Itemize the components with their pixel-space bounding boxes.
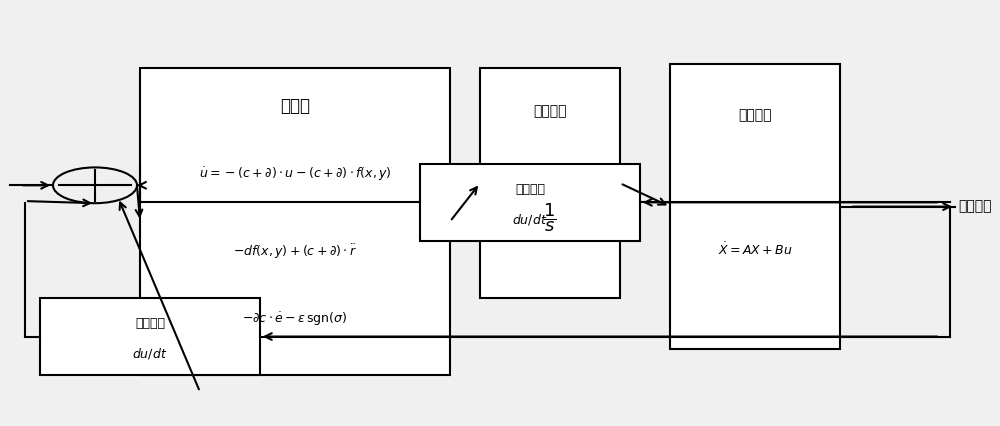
- Text: 求导环节: 求导环节: [135, 317, 165, 330]
- Text: 控制器: 控制器: [280, 98, 310, 115]
- Text: $-df(x,y)+(c+\partial)\cdot\ddot{r}$: $-df(x,y)+(c+\partial)\cdot\ddot{r}$: [233, 242, 357, 261]
- Text: $\dot{X}=AX+Bu$: $\dot{X}=AX+Bu$: [718, 241, 792, 258]
- Text: 求导环节: 求导环节: [515, 183, 545, 196]
- Text: $\dot{u}=-(c+\partial)\cdot u-(c+\partial)\cdot f(x,y)$: $\dot{u}=-(c+\partial)\cdot u-(c+\partia…: [199, 166, 391, 184]
- Bar: [140, 68, 450, 375]
- Bar: [670, 64, 840, 349]
- Text: 实际输出: 实际输出: [958, 200, 992, 213]
- Text: $du/dt$: $du/dt$: [512, 212, 548, 227]
- Text: 微陶螺仪: 微陶螺仪: [738, 108, 772, 122]
- Bar: [40, 298, 260, 375]
- Bar: [420, 164, 640, 241]
- Text: $du/dt$: $du/dt$: [132, 346, 168, 361]
- Bar: [480, 68, 620, 298]
- Text: $\dfrac{1}{s}$: $\dfrac{1}{s}$: [543, 201, 557, 234]
- Text: $-\partial c\cdot\dot{e}-\varepsilon\,\mathrm{sgn}(\sigma)$: $-\partial c\cdot\dot{e}-\varepsilon\,\m…: [242, 311, 348, 328]
- Text: 积分环节: 积分环节: [533, 104, 567, 118]
